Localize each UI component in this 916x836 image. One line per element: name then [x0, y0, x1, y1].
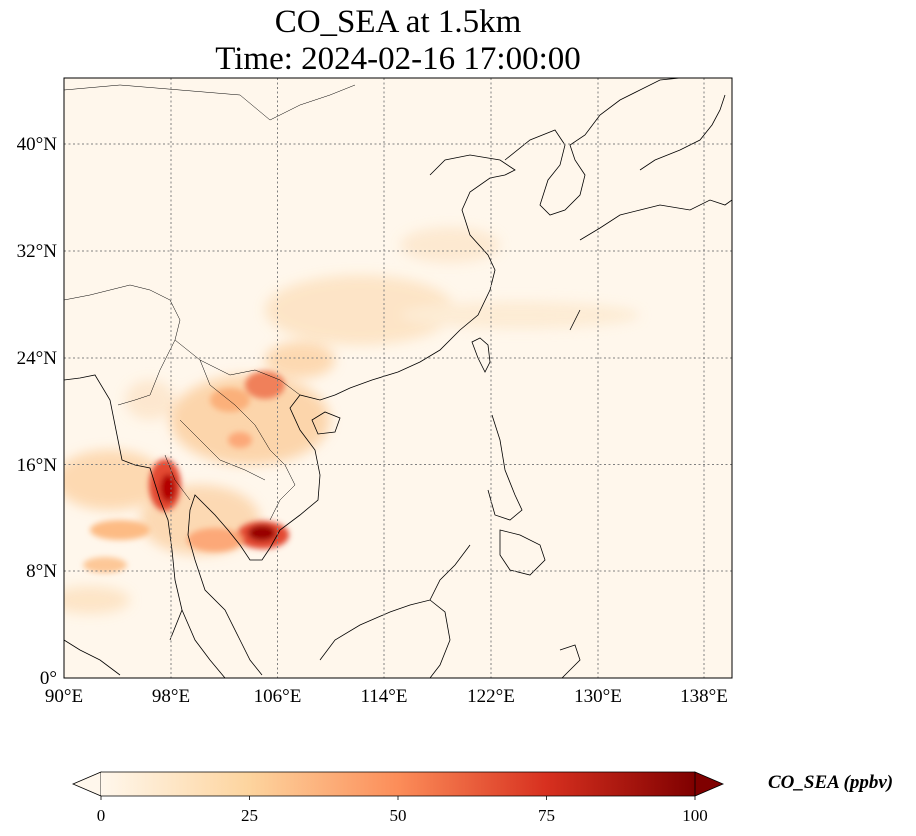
colorbar-tick-label: 75 [538, 806, 555, 825]
colorbar-extend-min [71, 771, 102, 797]
title-line-2: Time: 2024-02-16 17:00:00 [215, 41, 581, 77]
map-title: CO_SEA at 1.5km Time: 2024-02-16 17:00:0… [64, 4, 732, 78]
colorbar-tick-label: 50 [390, 806, 407, 825]
lat-tick-label: 0° [40, 668, 57, 689]
lat-tick-labels: 0° 8°N 16°N 24°N 32°N 40°N [17, 134, 58, 689]
coastlines [64, 78, 732, 678]
title-line-1: CO_SEA at 1.5km [274, 4, 522, 40]
colorbar: 0 25 50 75 100 CO_SEA (ppbv) [71, 771, 893, 825]
colorbar-tick-label: 100 [682, 806, 708, 825]
map-gridlines [64, 78, 732, 678]
lat-tick-label: 40°N [17, 134, 58, 155]
lat-tick-label: 8°N [26, 561, 57, 582]
lon-tick-label: 138°E [680, 686, 728, 707]
lon-tick-label: 106°E [254, 686, 302, 707]
map-frame [63, 77, 733, 679]
colorbar-tick-label: 0 [97, 806, 106, 825]
lon-tick-label: 122°E [467, 686, 515, 707]
lon-tick-label: 90°E [45, 686, 83, 707]
lon-tick-label: 114°E [361, 686, 408, 707]
colorbar-extend-max [694, 771, 725, 797]
colorbar-tick-label: 25 [241, 806, 258, 825]
map-background [64, 78, 732, 678]
lon-tick-label: 98°E [152, 686, 190, 707]
colorbar-gradient [101, 772, 695, 796]
lon-tick-labels: 90°E 98°E 106°E 114°E 122°E 130°E 138°E [45, 686, 728, 707]
lat-tick-label: 24°N [17, 348, 58, 369]
lon-tick-label: 130°E [574, 686, 622, 707]
country-borders [64, 84, 356, 521]
lat-tick-label: 32°N [17, 241, 58, 262]
lat-tick-label: 16°N [17, 455, 58, 476]
colorbar-label: CO_SEA (ppbv) [768, 772, 893, 793]
